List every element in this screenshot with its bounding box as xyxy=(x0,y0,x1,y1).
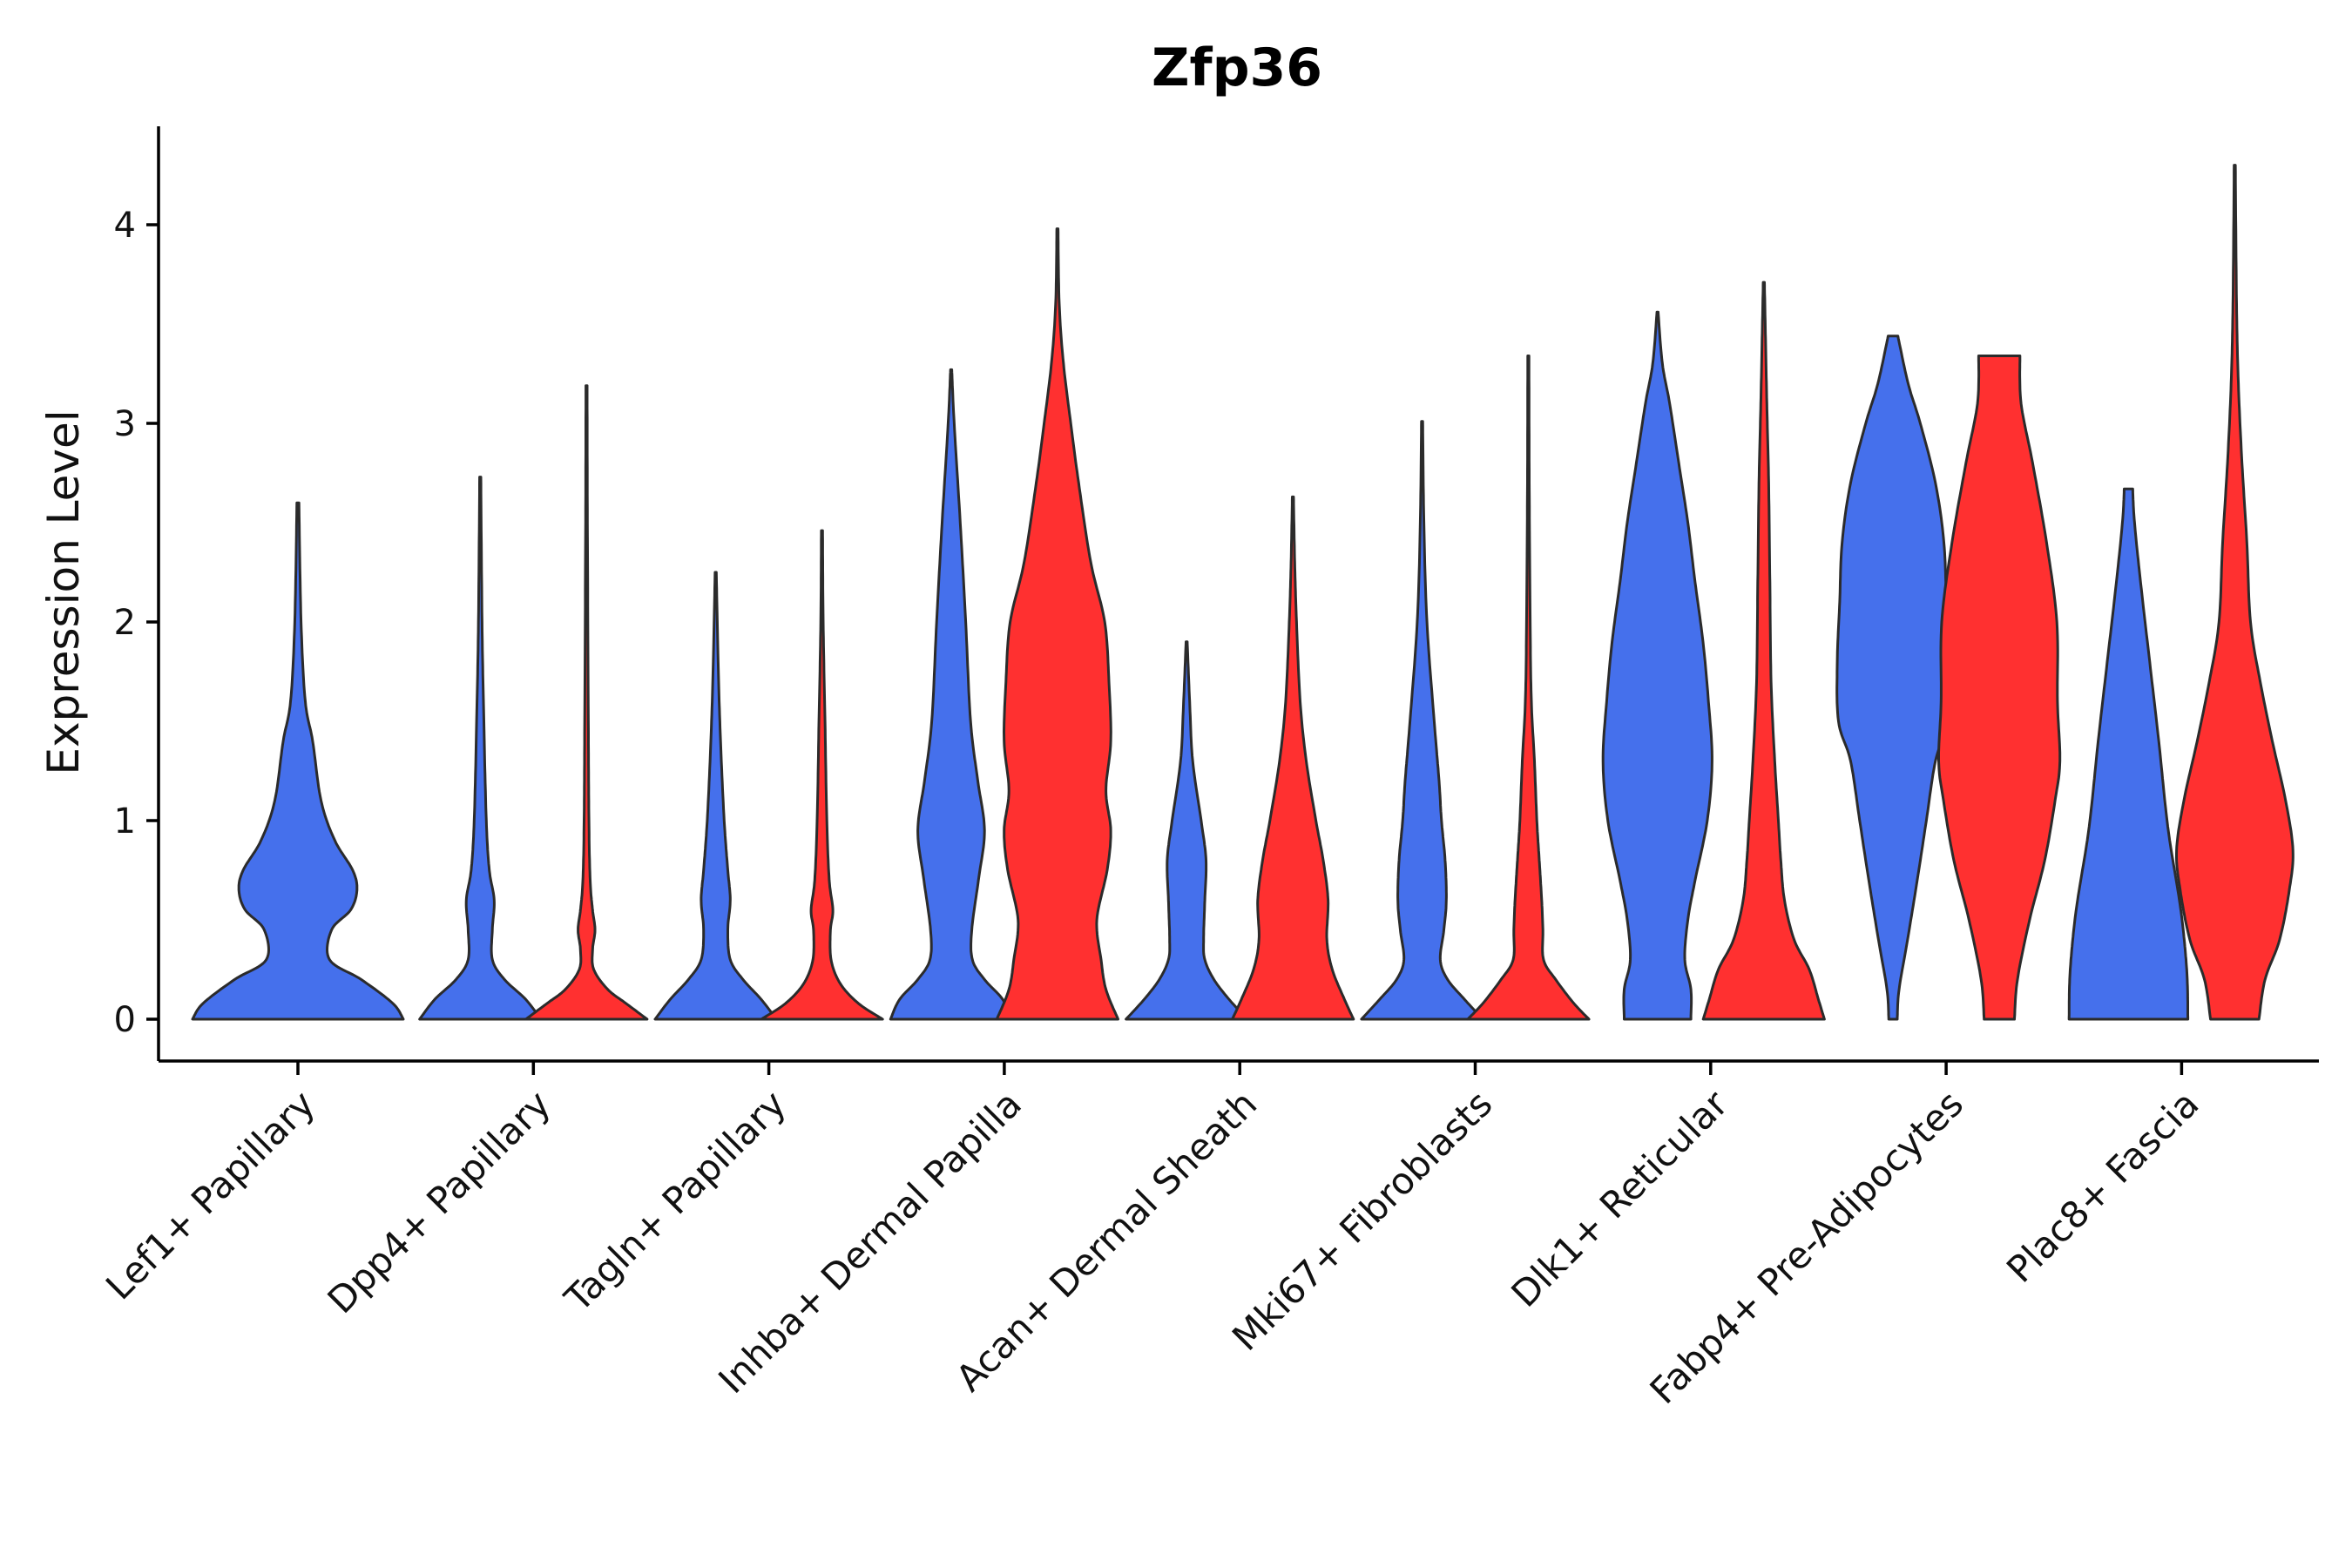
violin-8-group1 xyxy=(1835,335,1950,1021)
y-ticks: 0 1 2 3 4 xyxy=(114,206,159,1040)
x-tick-label-7: Dlk1+ Reticular xyxy=(1503,1082,1736,1315)
x-tick-label-9: Plac8+ Fascia xyxy=(1998,1082,2207,1290)
y-tick-label-1: 1 xyxy=(114,801,136,841)
violin-6-group1 xyxy=(1360,420,1484,1021)
violin-4-group2 xyxy=(995,227,1119,1021)
y-tick-label-0: 0 xyxy=(114,1000,136,1040)
chart-title: Zfp36 xyxy=(1152,37,1322,98)
violin-4-group1 xyxy=(889,368,1013,1021)
violin-5-group1 xyxy=(1125,640,1249,1021)
x-tick-label-1: Lef1+ Papillary xyxy=(98,1082,323,1308)
violin-1-group1 xyxy=(191,501,405,1021)
violin-2-group2 xyxy=(524,384,649,1021)
violin-9-group1 xyxy=(2067,487,2190,1021)
violin-3-group1 xyxy=(653,571,778,1021)
violin-2-group1 xyxy=(418,476,543,1021)
violin-3-group2 xyxy=(760,529,884,1021)
violin-9-group2 xyxy=(2175,164,2295,1021)
violin-5-group2 xyxy=(1231,495,1355,1021)
y-tick-label-3: 3 xyxy=(114,404,136,444)
violins-layer xyxy=(191,164,2295,1021)
x-tick-label-3: Tagln+ Papillary xyxy=(556,1082,794,1320)
y-tick-label-4: 4 xyxy=(114,206,136,246)
violin-6-group2 xyxy=(1466,355,1591,1021)
y-axis-label: Expression Level xyxy=(38,409,89,774)
violin-7-group1 xyxy=(1601,310,1713,1021)
x-tick-label-2: Dpp4+ Papillary xyxy=(320,1082,559,1321)
violin-7-group2 xyxy=(1701,280,1826,1021)
y-tick-label-2: 2 xyxy=(114,603,136,643)
x-tick-label-6: Mki67+ Fibroblasts xyxy=(1224,1082,1500,1358)
violin-8-group2 xyxy=(1937,355,2062,1021)
